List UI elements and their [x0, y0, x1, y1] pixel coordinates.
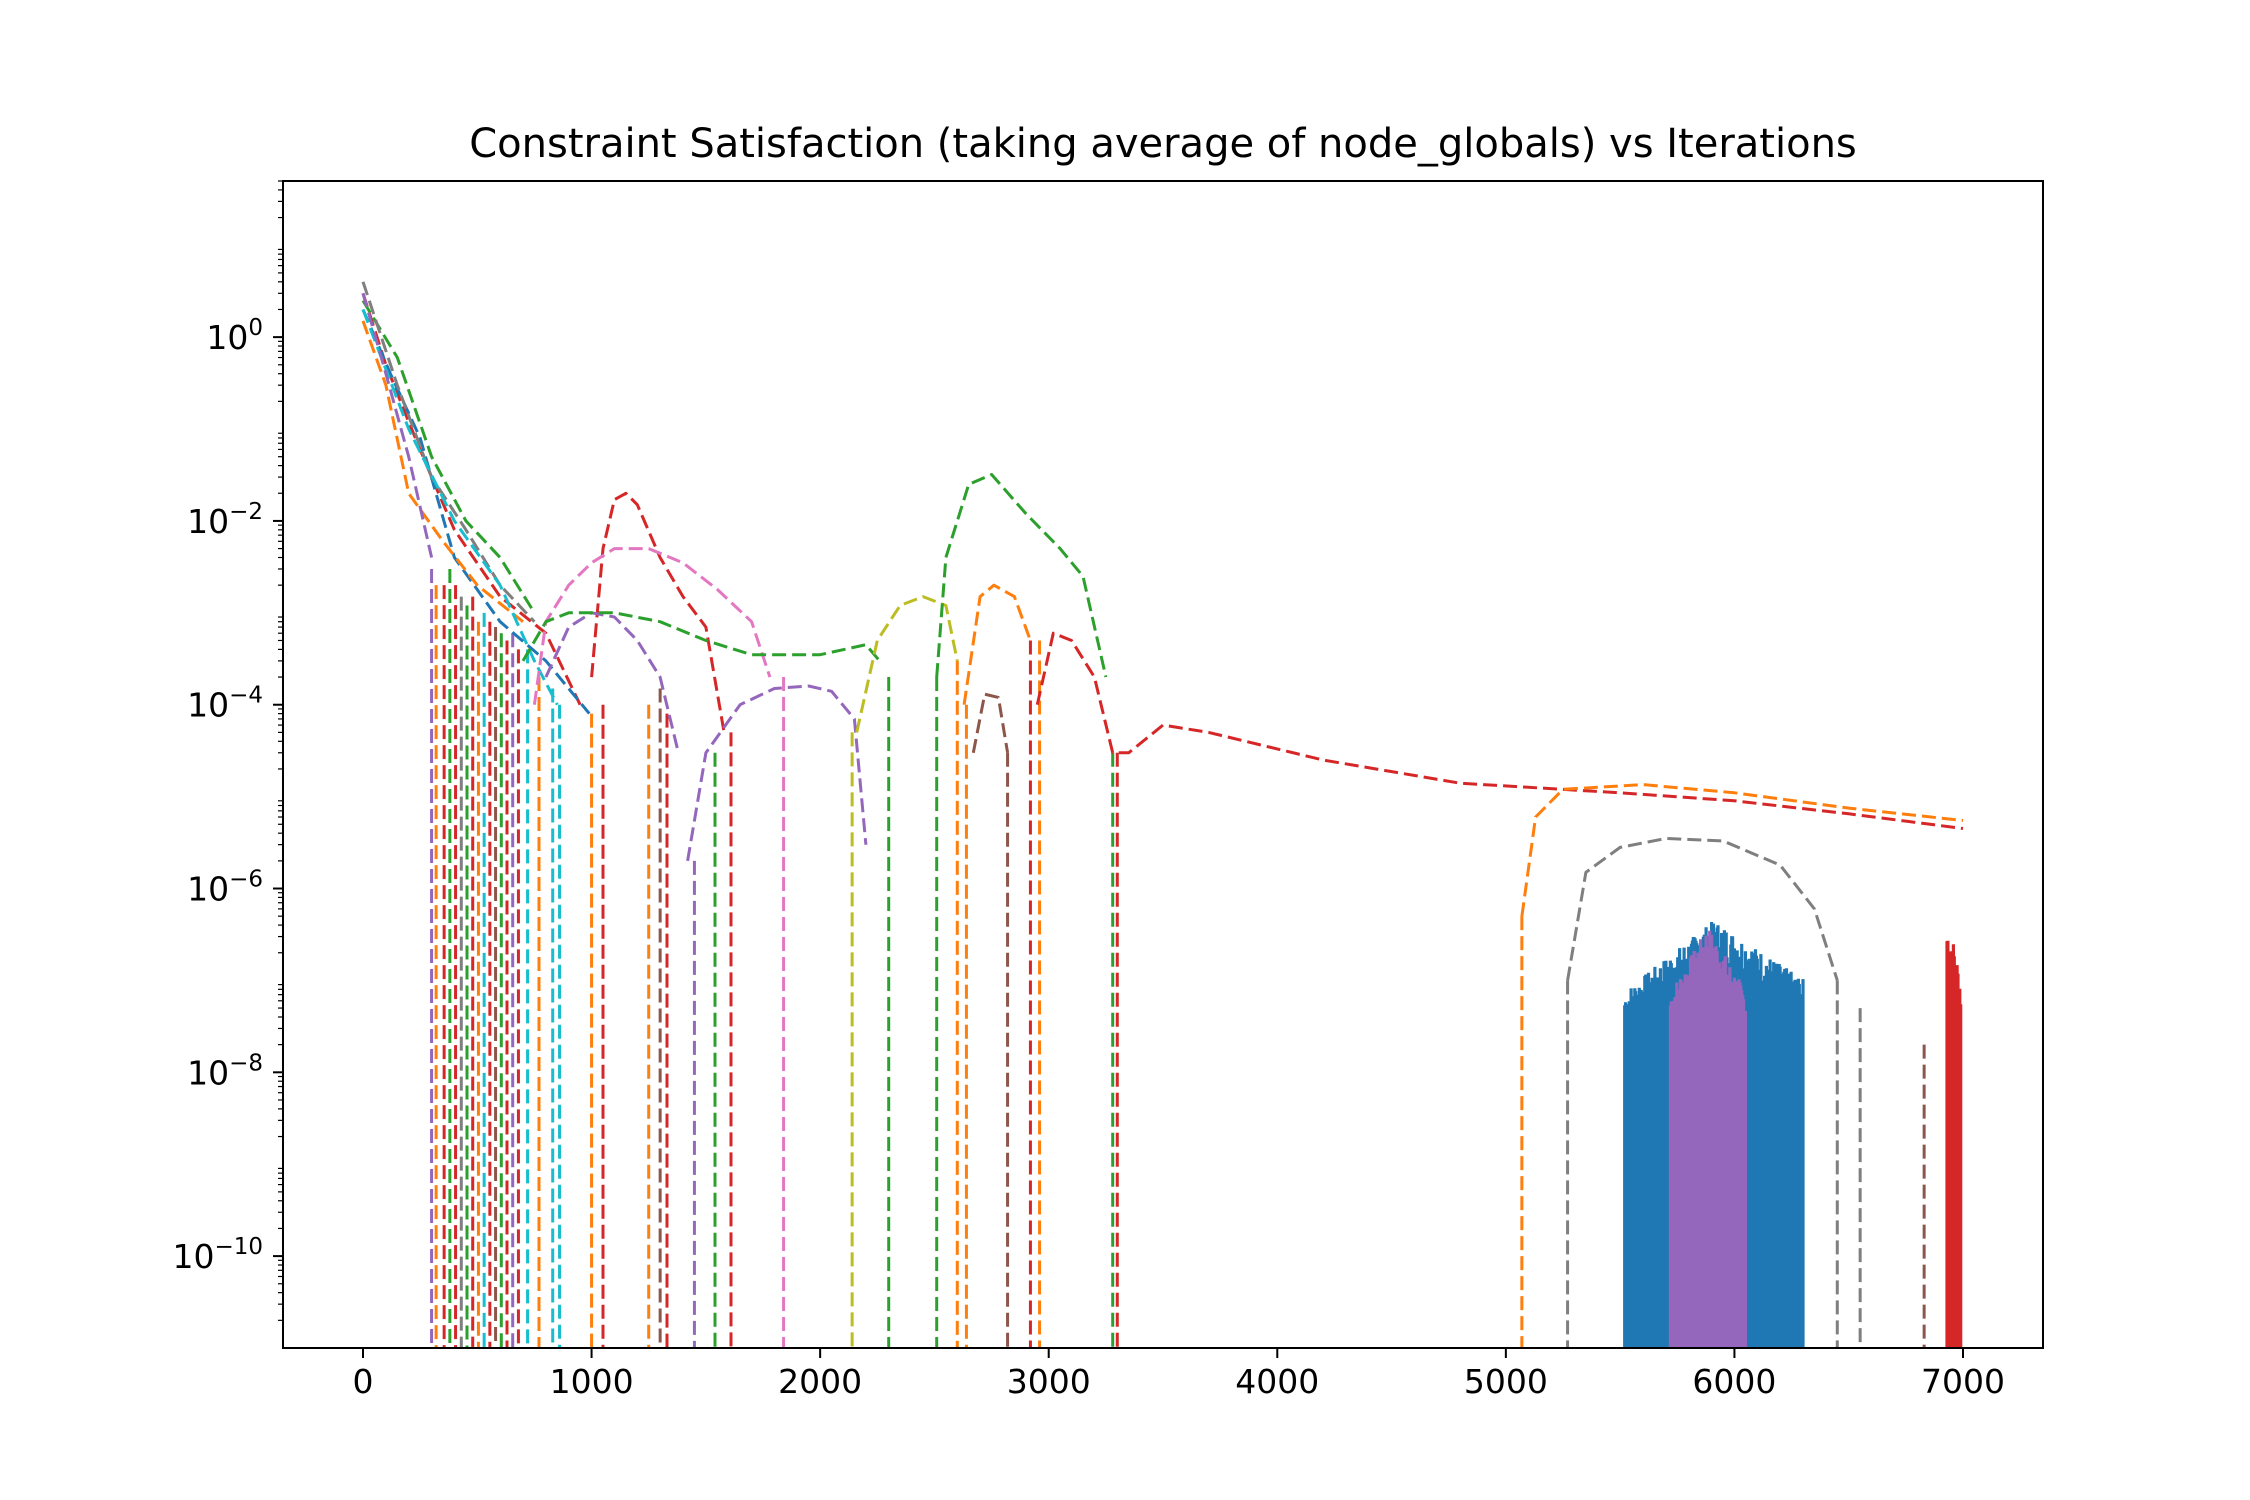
series-line [361, 292, 434, 558]
series-line [361, 281, 536, 623]
x-tick-label: 5000 [1464, 1362, 1548, 1401]
series-line [1520, 783, 1964, 917]
chart-title: Constraint Satisfaction (taking average … [469, 121, 1857, 167]
series-line [361, 308, 591, 715]
series-line [590, 491, 726, 733]
plot-frame [282, 180, 2044, 1349]
y-tick-label: 10−10 [172, 1234, 263, 1276]
y-axis: 100 10−2 10−4 10−6 10−8 10−10 [172, 180, 283, 1321]
series-line [1566, 837, 1839, 981]
y-tick-label: 10−4 [187, 683, 263, 725]
y-tick-label: 100 [206, 315, 263, 357]
x-tick-label: 2000 [778, 1362, 862, 1401]
series-layer [361, 281, 1964, 1348]
x-tick-label: 6000 [1692, 1362, 1776, 1401]
series-line [361, 299, 536, 614]
noise-band [1945, 940, 1963, 1348]
y-tick-label: 10−2 [187, 499, 263, 541]
series-line [361, 320, 524, 623]
x-axis: 0 1000 2000 3000 4000 5000 6000 7000 [353, 1348, 2005, 1401]
series-line [544, 611, 680, 754]
series-line [971, 692, 1010, 754]
series-line [1035, 631, 1964, 830]
y-tick-label: 10−6 [187, 867, 263, 909]
series-line [686, 684, 868, 862]
x-tick-label: 0 [353, 1362, 374, 1401]
x-tick-label: 7000 [1921, 1362, 2005, 1401]
series-line [361, 308, 559, 706]
series-line [935, 473, 1108, 678]
noise-band [1668, 930, 1747, 1348]
series-line [962, 583, 1032, 705]
series-line [521, 611, 881, 662]
x-tick-label: 4000 [1235, 1362, 1319, 1401]
x-tick-label: 1000 [550, 1362, 634, 1401]
y-tick-label: 10−8 [187, 1050, 263, 1092]
series-line [532, 547, 772, 705]
x-tick-label: 3000 [1007, 1362, 1091, 1401]
series-line [855, 595, 959, 733]
